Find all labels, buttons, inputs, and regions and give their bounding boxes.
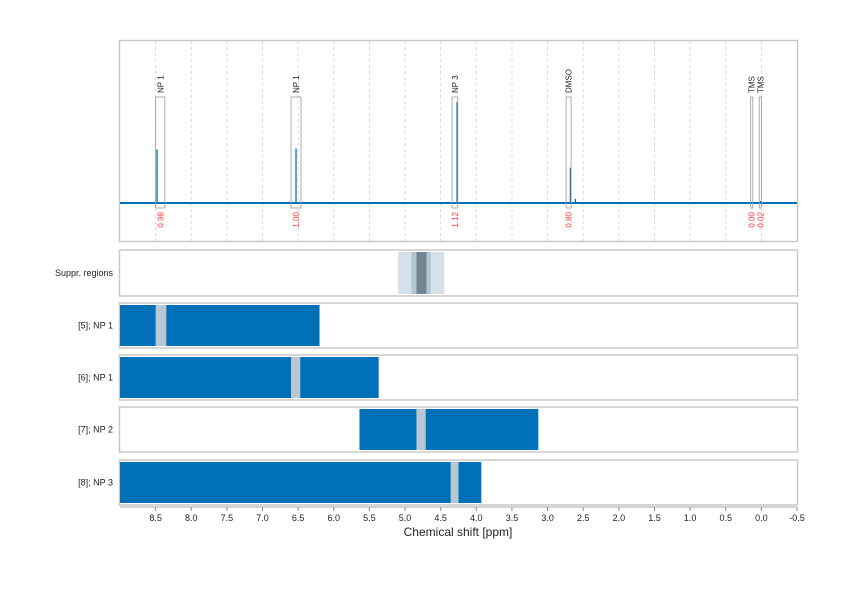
annotation-label: NP 1 <box>156 75 165 93</box>
annotation-label: TMS <box>756 76 765 93</box>
annotation-label: TMS <box>748 76 757 93</box>
row-label: [8]; NP 3 <box>78 478 113 488</box>
suppression-label: Suppr. regions <box>55 268 114 278</box>
row-gap <box>291 357 301 398</box>
suppression-panel: Suppr. regions <box>55 249 799 297</box>
annotation-label: NP 3 <box>451 75 460 93</box>
suppression-region <box>416 252 427 294</box>
annotation-box <box>155 96 166 209</box>
annotation-label: DMSO <box>565 69 574 93</box>
row-bar <box>120 357 379 398</box>
region-rows: [5]; NP 1 [6]; NP 1 [7]; NP 2 [8]; NP 3 <box>78 302 799 506</box>
x-tick-label: 8.5 <box>149 513 162 523</box>
spectrum-panel <box>118 39 799 243</box>
row-gap <box>416 409 426 450</box>
x-tick-label: -0.5 <box>789 513 805 523</box>
x-tick-label: 3.0 <box>541 513 554 523</box>
x-tick-label: 1.0 <box>684 513 697 523</box>
annotation-box <box>290 96 302 209</box>
x-tick-label: 8.0 <box>185 513 198 523</box>
x-tick-label: 2.0 <box>613 513 626 523</box>
integral-value: 1.00 <box>292 211 301 227</box>
x-tick-label: 6.5 <box>292 513 305 523</box>
row-gap <box>450 462 459 503</box>
integral-value: 0.00 <box>748 211 757 227</box>
annotation-box <box>750 96 754 209</box>
x-tick-label: 7.5 <box>221 513 234 523</box>
row-label: [6]; NP 1 <box>78 373 113 383</box>
annotation-layer: NP 1 0.98 NP 1 1.00 NP 3 1.12 DMSO 0.80 TMS 0.00 T… <box>155 69 765 228</box>
grid-lines <box>155 41 762 241</box>
x-tick-label: 7.0 <box>256 513 269 523</box>
row-bar <box>359 409 539 450</box>
x-axis: 8.5 8.0 7.5 7.0 6.5 6.0 5.5 5.0 4.5 4.0 3.5 3.0 2.5 2… <box>120 506 805 523</box>
x-tick-label: 4.0 <box>470 513 483 523</box>
integral-value: 0.02 <box>756 211 765 227</box>
x-tick-label: 4.5 <box>434 513 447 523</box>
row-gap <box>155 305 167 346</box>
x-tick-label: 1.5 <box>648 513 661 523</box>
row-label: [5]; NP 1 <box>78 321 113 331</box>
x-tick-label: 0.0 <box>755 513 768 523</box>
x-tick-label: 2.5 <box>577 513 590 523</box>
integral-value: 1.12 <box>451 211 460 227</box>
row-bar <box>120 462 482 503</box>
annotation-box <box>565 96 572 209</box>
x-tick-label: 6.0 <box>328 513 341 523</box>
integral-value: 0.98 <box>156 211 165 227</box>
x-axis-label: Chemical shift [ppm] <box>404 525 513 539</box>
row-bar <box>120 305 320 346</box>
annotation-box <box>758 96 762 209</box>
spectrum-layer <box>120 102 797 204</box>
x-tick-label: 3.5 <box>506 513 519 523</box>
integral-value: 0.80 <box>565 211 574 227</box>
row-label: [7]; NP 2 <box>78 425 113 435</box>
x-tick-label: 5.0 <box>399 513 412 523</box>
suppression-frame <box>118 249 799 297</box>
x-tick-label: 5.5 <box>363 513 376 523</box>
annotation-box <box>451 96 459 209</box>
annotation-label: NP 1 <box>292 75 301 93</box>
x-tick-label: 0.5 <box>719 513 732 523</box>
